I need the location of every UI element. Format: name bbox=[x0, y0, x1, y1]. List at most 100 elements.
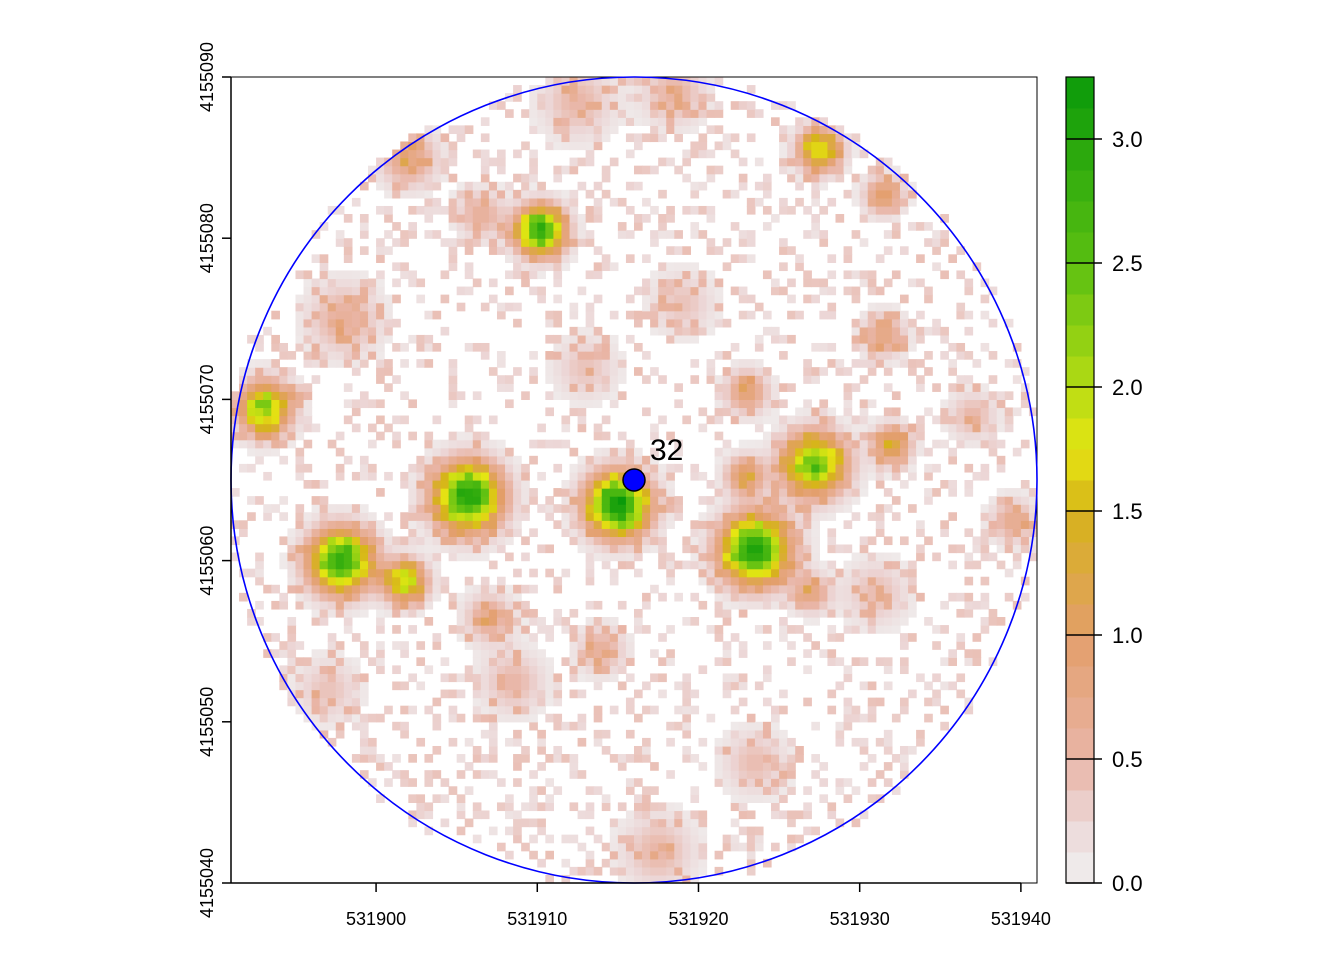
raster-cell bbox=[690, 278, 700, 288]
raster-cell bbox=[795, 745, 804, 755]
raster-cell bbox=[432, 592, 442, 602]
raster-cell bbox=[368, 165, 377, 175]
raster-cell bbox=[811, 431, 820, 441]
raster-cell bbox=[529, 93, 538, 102]
raster-cell bbox=[803, 786, 812, 795]
raster-cell bbox=[295, 391, 305, 400]
raster-cell bbox=[464, 512, 474, 521]
raster-cell bbox=[988, 431, 998, 441]
raster-cell bbox=[634, 552, 643, 562]
raster-cell bbox=[1020, 544, 1030, 554]
raster-cell bbox=[400, 770, 409, 779]
raster-cell bbox=[746, 367, 756, 376]
raster-cell bbox=[706, 576, 716, 586]
raster-cell bbox=[327, 641, 337, 650]
raster-cell bbox=[674, 874, 683, 883]
raster-cell bbox=[625, 778, 635, 787]
raster-cell bbox=[779, 617, 788, 626]
raster-cell bbox=[634, 512, 643, 521]
raster-cell bbox=[561, 109, 571, 118]
raster-cell bbox=[811, 826, 820, 836]
raster-cell bbox=[803, 294, 812, 304]
raster-cell bbox=[762, 858, 772, 868]
raster-cell bbox=[408, 625, 417, 634]
raster-cell bbox=[650, 431, 659, 441]
raster-cell bbox=[505, 737, 514, 747]
raster-cell bbox=[891, 625, 901, 634]
raster-cell bbox=[247, 423, 256, 433]
raster-cell bbox=[359, 359, 369, 368]
raster-cell bbox=[722, 238, 732, 247]
raster-cell bbox=[239, 407, 248, 417]
raster-cell bbox=[883, 205, 893, 215]
raster-cell bbox=[464, 471, 474, 481]
raster-cell bbox=[617, 85, 627, 94]
raster-cell bbox=[472, 697, 482, 707]
raster-cell bbox=[698, 762, 708, 771]
raster-cell bbox=[529, 101, 538, 110]
raster-cell bbox=[432, 713, 442, 723]
raster-cell bbox=[472, 488, 482, 497]
raster-cell bbox=[359, 729, 369, 739]
raster-cell bbox=[988, 415, 998, 425]
raster-cell bbox=[658, 278, 667, 288]
raster-cell bbox=[827, 512, 837, 521]
raster-cell bbox=[754, 399, 764, 409]
raster-cell bbox=[875, 326, 885, 336]
raster-cell bbox=[779, 423, 788, 433]
raster-cell bbox=[392, 600, 401, 610]
raster-cell bbox=[899, 592, 909, 602]
raster-cell bbox=[351, 359, 361, 368]
raster-cell bbox=[682, 246, 692, 255]
raster-cell bbox=[488, 439, 498, 449]
raster-cell bbox=[601, 173, 611, 183]
raster-cell bbox=[464, 463, 474, 473]
raster-cell bbox=[859, 214, 869, 223]
raster-cell bbox=[972, 399, 982, 409]
raster-cell bbox=[231, 488, 240, 497]
raster-cell bbox=[327, 584, 337, 594]
raster-cell bbox=[827, 431, 837, 441]
raster-cell bbox=[762, 415, 772, 425]
raster-cell bbox=[666, 576, 675, 586]
raster-cell bbox=[811, 222, 820, 231]
raster-cell bbox=[496, 705, 506, 715]
raster-cell bbox=[553, 214, 563, 223]
raster-cell bbox=[432, 157, 442, 167]
raster-cell bbox=[730, 778, 740, 787]
raster-cell bbox=[698, 858, 708, 868]
raster-cell bbox=[658, 463, 667, 473]
raster-cell bbox=[883, 625, 893, 634]
raster-cell bbox=[803, 810, 812, 820]
raster-cell bbox=[795, 496, 804, 505]
raster-cell bbox=[609, 528, 619, 538]
raster-cell bbox=[376, 657, 385, 666]
raster-cell bbox=[722, 480, 732, 489]
raster-cell bbox=[625, 641, 635, 650]
raster-cell bbox=[795, 149, 804, 159]
raster-cell bbox=[746, 85, 756, 94]
raster-cell bbox=[327, 673, 337, 683]
raster-cell bbox=[593, 786, 603, 795]
raster-cell bbox=[343, 576, 353, 586]
raster-cell bbox=[779, 600, 788, 610]
raster-cell bbox=[432, 568, 442, 578]
raster-cell bbox=[875, 439, 885, 449]
raster-cell bbox=[432, 230, 442, 239]
raster-cell bbox=[803, 665, 812, 675]
raster-cell bbox=[303, 334, 313, 344]
raster-cell bbox=[658, 512, 667, 521]
raster-cell bbox=[593, 633, 603, 642]
raster-cell bbox=[634, 818, 643, 828]
raster-cell bbox=[432, 310, 442, 320]
raster-cell bbox=[803, 592, 812, 602]
raster-cell bbox=[883, 351, 893, 360]
raster-cell bbox=[706, 238, 716, 247]
raster-cell bbox=[585, 77, 595, 86]
raster-cell bbox=[851, 431, 861, 441]
raster-cell bbox=[263, 512, 272, 521]
raster-cell bbox=[400, 359, 409, 368]
raster-cell bbox=[368, 560, 377, 570]
raster-cell bbox=[682, 173, 692, 183]
raster-cell bbox=[916, 552, 925, 562]
